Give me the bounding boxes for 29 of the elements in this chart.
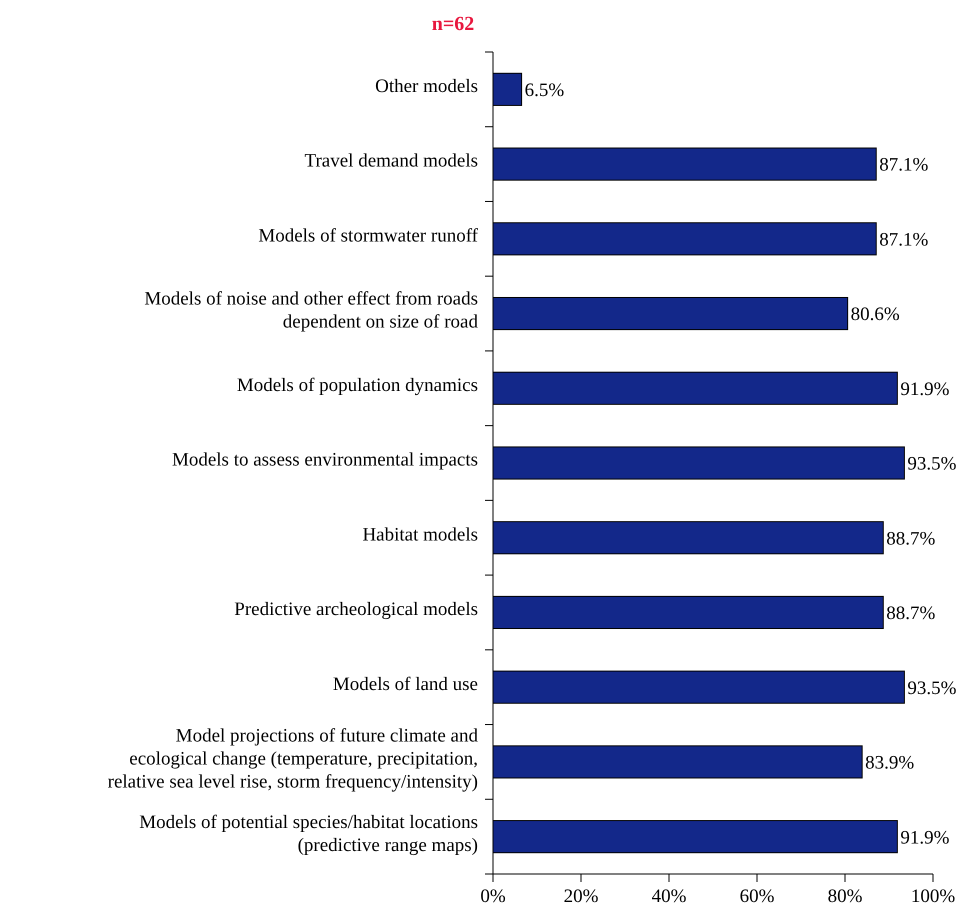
chart-title: n=62	[432, 13, 474, 35]
data-label: 91.9%	[900, 827, 950, 848]
data-label: 6.5%	[524, 80, 564, 102]
data-label: 80.6%	[850, 304, 900, 326]
y-tick-label: Models of land use	[332, 674, 478, 695]
y-tick-label: Predictive archeological models	[234, 599, 478, 620]
x-tick-label: 100%	[910, 886, 956, 907]
y-tick-label: Models of population dynamics	[236, 374, 478, 396]
y-tick-label: Model projections of future climate and ecological change (temperature, precipitation, relative sea level rise, storm frequency/intensity)	[108, 726, 478, 793]
data-label: 87.1%	[879, 229, 928, 250]
y-tick-label: Models to assess environmental impacts	[172, 450, 478, 471]
y-tick-label: Habitat models	[362, 524, 478, 546]
x-tick-label: 80%	[828, 886, 863, 907]
data-label: 87.1%	[879, 154, 928, 176]
y-tick-label: Other models	[375, 76, 478, 98]
y-tick-label: Travel demand models	[304, 150, 478, 172]
data-label: 91.9%	[900, 378, 950, 400]
data-label: 88.7%	[886, 603, 936, 624]
y-tick-label: Models of noise and other effect from roads dependent on size of road	[144, 288, 478, 333]
data-label: 88.7%	[886, 528, 936, 550]
x-tick-label: 40%	[652, 886, 687, 907]
x-tick-label: 20%	[564, 886, 599, 907]
data-label: 93.5%	[907, 454, 957, 475]
x-tick-label: 60%	[740, 886, 775, 907]
x-tick-label: 0%	[480, 886, 506, 907]
data-label: 83.9%	[865, 752, 914, 774]
y-tick-label: Models of stormwater runoff	[258, 225, 479, 246]
y-tick-label: Models of potential species/habitat locations (predictive range maps)	[139, 812, 478, 856]
data-label: 93.5%	[907, 678, 957, 699]
